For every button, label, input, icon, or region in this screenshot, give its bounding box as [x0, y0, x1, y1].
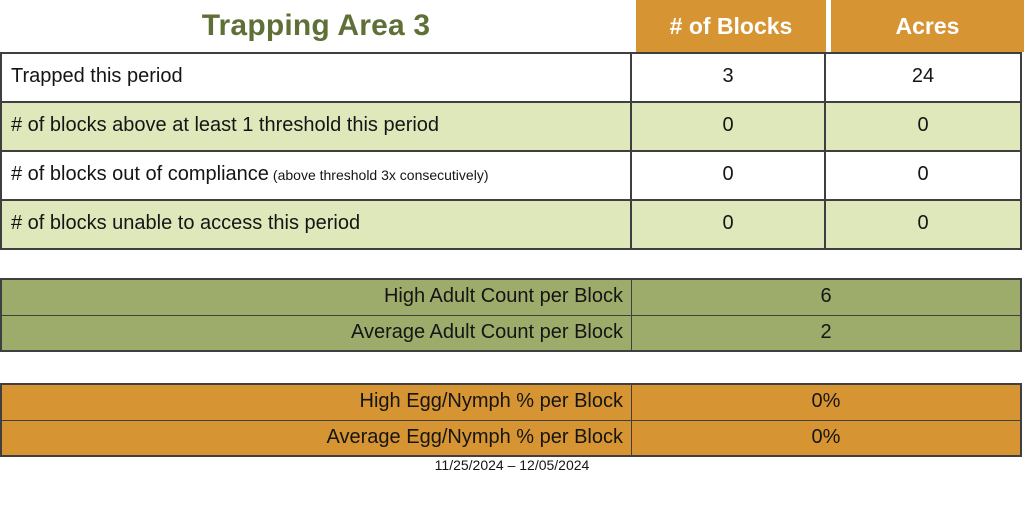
- table-row-high-adult-count: High Adult Count per Block 6: [2, 280, 1020, 316]
- row-label: Trapped this period: [2, 54, 632, 101]
- blocks-value: 3: [632, 54, 826, 101]
- blocks-value: 0: [632, 152, 826, 199]
- column-header-blocks: # of Blocks: [636, 0, 826, 52]
- table-row-average-adult-count: Average Adult Count per Block 2: [2, 316, 1020, 350]
- date-range: 11/25/2024 – 12/05/2024: [434, 457, 590, 473]
- table-row-out-of-compliance: # of blocks out of compliance (above thre…: [2, 152, 1020, 201]
- row-label: # of blocks out of compliance (above thre…: [2, 152, 632, 199]
- table-row-trapped: Trapped this period 3 24: [2, 54, 1020, 103]
- row-label-text: Trapped this period: [11, 65, 183, 87]
- row-label-text: # of blocks out of compliance: [11, 163, 269, 185]
- blocks-value: 0: [632, 201, 826, 248]
- column-header-acres: Acres: [831, 0, 1024, 52]
- summary-table: Trapped this period 3 24 # of blocks abo…: [0, 52, 1022, 250]
- metric-value: 0%: [811, 426, 841, 448]
- adult-count-table: High Adult Count per Block 6 Average Adu…: [0, 278, 1022, 352]
- metric-label: Average Adult Count per Block: [2, 316, 632, 350]
- metric-value: 0%: [811, 390, 841, 412]
- table-row-above-threshold: # of blocks above at least 1 threshold t…: [2, 103, 1020, 152]
- acres-value: 24: [911, 65, 935, 87]
- row-label: # of blocks unable to access this period: [2, 201, 632, 248]
- metric-label: Average Egg/Nymph % per Block: [2, 421, 632, 455]
- metric-value: 2: [820, 321, 832, 343]
- table-header-row: Trapping Area 3 # of Blocks Acres: [0, 0, 1024, 52]
- row-label-text: # of blocks unable to access this period: [11, 212, 361, 234]
- acres-value: 0: [917, 163, 929, 185]
- page-title: Trapping Area 3: [201, 9, 431, 42]
- table-row-high-egg-nymph: High Egg/Nymph % per Block 0%: [2, 385, 1020, 421]
- row-label-note: (above threshold 3x consecutively): [272, 167, 489, 183]
- row-label: # of blocks above at least 1 threshold t…: [2, 103, 632, 150]
- metric-value: 6: [820, 285, 832, 307]
- acres-value: 0: [917, 212, 929, 234]
- acres-value: 0: [917, 114, 929, 136]
- table-row-unable-to-access: # of blocks unable to access this period…: [2, 201, 1020, 248]
- blocks-value: 0: [632, 103, 826, 150]
- metric-label: High Egg/Nymph % per Block: [2, 385, 632, 420]
- row-label-text: # of blocks above at least 1 threshold t…: [11, 114, 440, 136]
- table-row-average-egg-nymph: Average Egg/Nymph % per Block 0%: [2, 421, 1020, 455]
- egg-nymph-table: High Egg/Nymph % per Block 0% Average Eg…: [0, 383, 1022, 457]
- metric-label: High Adult Count per Block: [2, 280, 632, 315]
